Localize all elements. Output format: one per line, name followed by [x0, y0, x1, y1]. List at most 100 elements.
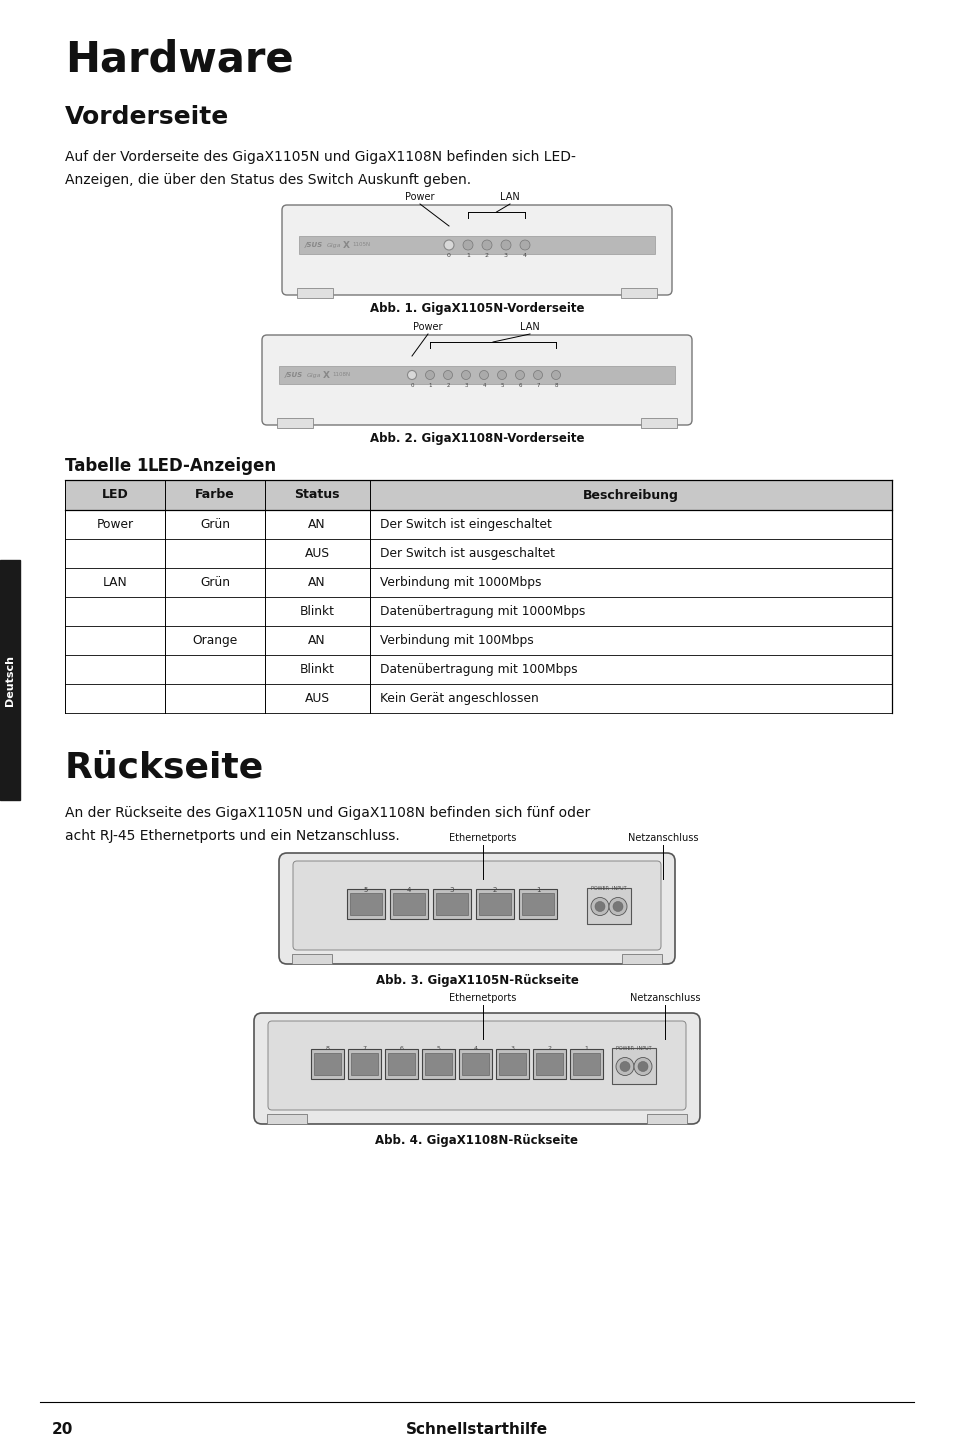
Bar: [461, 1053, 489, 1074]
Circle shape: [638, 1061, 647, 1071]
Text: 1108N: 1108N: [332, 372, 350, 378]
Text: 3: 3: [449, 886, 454, 893]
Text: 5: 5: [499, 383, 503, 388]
Text: 1: 1: [428, 383, 432, 388]
Text: 6: 6: [517, 383, 521, 388]
Bar: [496, 1048, 529, 1078]
Circle shape: [533, 371, 542, 380]
Bar: [521, 893, 554, 915]
Bar: [65, 510, 891, 539]
Bar: [424, 1053, 452, 1074]
Text: 3: 3: [510, 1047, 514, 1051]
Bar: [296, 288, 333, 298]
Circle shape: [443, 240, 454, 250]
Text: LAN: LAN: [499, 193, 519, 201]
Text: Abb. 3. GigaX1105N-Rückseite: Abb. 3. GigaX1105N-Rückseite: [375, 974, 578, 986]
Bar: [436, 893, 468, 915]
Text: X: X: [343, 240, 350, 250]
Circle shape: [551, 371, 560, 380]
Bar: [267, 1114, 307, 1125]
Bar: [388, 1053, 415, 1074]
Text: 5: 5: [436, 1047, 440, 1051]
FancyBboxPatch shape: [278, 853, 675, 963]
Bar: [498, 1053, 525, 1074]
Text: AN: AN: [308, 634, 326, 647]
Text: Blinkt: Blinkt: [299, 605, 335, 618]
Text: LED-Anzeigen: LED-Anzeigen: [148, 457, 276, 475]
Bar: [65, 480, 891, 510]
Text: Grün: Grün: [200, 518, 230, 531]
Bar: [458, 1048, 492, 1078]
Text: Schnellstarthilfe: Schnellstarthilfe: [406, 1422, 547, 1437]
Text: 6: 6: [399, 1047, 403, 1051]
Circle shape: [619, 1061, 629, 1071]
Bar: [65, 539, 891, 568]
Bar: [621, 953, 661, 963]
Circle shape: [425, 371, 434, 380]
Bar: [292, 953, 332, 963]
Text: Beschreibung: Beschreibung: [582, 489, 679, 502]
Text: /SUS: /SUS: [285, 372, 303, 378]
Bar: [276, 418, 313, 429]
Text: Der Switch ist eingeschaltet: Der Switch ist eingeschaltet: [379, 518, 551, 531]
FancyBboxPatch shape: [262, 335, 691, 426]
Text: Farbe: Farbe: [195, 489, 234, 502]
Bar: [298, 236, 655, 255]
Text: acht RJ-45 Ethernetports und ein Netzanschluss.: acht RJ-45 Ethernetports und ein Netzans…: [65, 828, 399, 843]
FancyBboxPatch shape: [282, 206, 671, 295]
Text: 8: 8: [325, 1047, 329, 1051]
Bar: [612, 1047, 656, 1083]
Text: 8: 8: [554, 383, 558, 388]
Circle shape: [407, 371, 416, 380]
Text: Verbindung mit 100Mbps: Verbindung mit 100Mbps: [379, 634, 533, 647]
Bar: [586, 887, 630, 923]
Text: Datenübertragung mit 100Mbps: Datenübertragung mit 100Mbps: [379, 663, 577, 676]
FancyBboxPatch shape: [268, 1021, 685, 1110]
Text: Kein Gerät angeschlossen: Kein Gerät angeschlossen: [379, 692, 538, 705]
Bar: [569, 1048, 602, 1078]
Bar: [620, 288, 657, 298]
Bar: [350, 893, 381, 915]
Text: AUS: AUS: [304, 546, 329, 559]
Text: LAN: LAN: [103, 577, 128, 590]
Bar: [311, 1048, 344, 1078]
Text: Tabelle 1: Tabelle 1: [65, 457, 149, 475]
Text: Orange: Orange: [193, 634, 237, 647]
Text: 2: 2: [493, 886, 497, 893]
Text: 7: 7: [536, 383, 539, 388]
Text: 1105N: 1105N: [352, 243, 370, 247]
Text: Power: Power: [96, 518, 133, 531]
Text: AN: AN: [308, 577, 326, 590]
Text: Deutsch: Deutsch: [5, 654, 15, 706]
Text: 4: 4: [473, 1047, 477, 1051]
Circle shape: [443, 371, 452, 380]
Text: Vorderseite: Vorderseite: [65, 105, 229, 129]
Bar: [536, 1053, 562, 1074]
Text: Ethernetports: Ethernetports: [449, 994, 517, 1002]
Text: Giga: Giga: [307, 372, 321, 378]
Bar: [65, 568, 891, 597]
Text: 2: 2: [446, 383, 449, 388]
Text: POWER  INPUT: POWER INPUT: [591, 886, 626, 890]
Text: Blinkt: Blinkt: [299, 663, 335, 676]
Text: AN: AN: [308, 518, 326, 531]
Circle shape: [497, 371, 506, 380]
Text: X: X: [323, 371, 330, 380]
Text: 4: 4: [482, 383, 485, 388]
Text: Abb. 1. GigaX1105N-Vorderseite: Abb. 1. GigaX1105N-Vorderseite: [370, 302, 583, 315]
Bar: [393, 893, 424, 915]
Bar: [314, 1053, 340, 1074]
Bar: [65, 684, 891, 713]
Text: Netzanschluss: Netzanschluss: [627, 833, 698, 843]
Circle shape: [462, 240, 473, 250]
Text: 3: 3: [464, 383, 467, 388]
Text: Hardware: Hardware: [65, 37, 294, 81]
Text: 4: 4: [522, 253, 526, 257]
Text: Netzanschluss: Netzanschluss: [629, 994, 700, 1002]
Bar: [478, 893, 511, 915]
Text: AUS: AUS: [304, 692, 329, 705]
Text: Der Switch ist ausgeschaltet: Der Switch ist ausgeschaltet: [379, 546, 555, 559]
Bar: [347, 889, 385, 919]
Text: Auf der Vorderseite des GigaX1105N und GigaX1108N befinden sich LED-: Auf der Vorderseite des GigaX1105N und G…: [65, 150, 576, 164]
Text: 1: 1: [584, 1047, 588, 1051]
